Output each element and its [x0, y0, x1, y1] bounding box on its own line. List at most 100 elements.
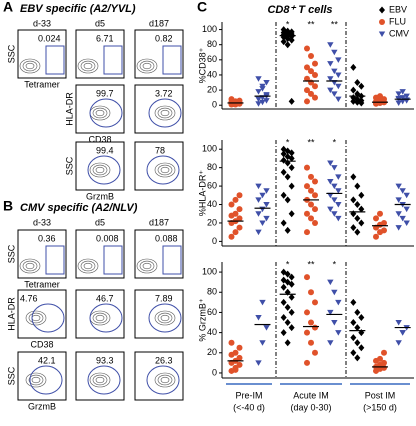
- contour: [157, 164, 173, 176]
- contour: [77, 58, 99, 74]
- dot: [263, 215, 270, 222]
- dot: [350, 86, 357, 94]
- dot: [288, 280, 295, 288]
- contour: [92, 374, 108, 386]
- dot: [288, 210, 295, 218]
- dot: [403, 206, 410, 213]
- significance: **: [331, 19, 339, 29]
- contour: [92, 312, 108, 324]
- dot: [373, 99, 379, 106]
- dot: [308, 90, 314, 97]
- x-axis-label: Tetramer: [24, 279, 60, 289]
- dot: [232, 229, 239, 236]
- y-axis-label: SSC: [6, 244, 16, 263]
- legend-label: EBV: [389, 4, 407, 14]
- contour: [25, 262, 35, 270]
- dot: [377, 93, 383, 100]
- y-axis-label: %HLA-DR⁺: [197, 170, 207, 217]
- contour: [142, 62, 152, 70]
- dot: [403, 192, 410, 199]
- contour: [157, 107, 173, 119]
- dot: [312, 60, 318, 67]
- dot: [259, 220, 266, 226]
- dot: [284, 319, 291, 327]
- significance: **: [307, 137, 315, 147]
- dot: [327, 87, 334, 94]
- column-header: d187: [149, 217, 169, 227]
- gate: [162, 45, 182, 75]
- contours: [77, 258, 99, 274]
- dot: [327, 178, 334, 185]
- dot: [288, 97, 295, 105]
- y-tick-label: 40: [207, 69, 217, 79]
- contour: [139, 260, 155, 272]
- gate: [103, 245, 123, 275]
- dot: [312, 83, 318, 90]
- dot: [280, 156, 287, 164]
- dot: [358, 344, 365, 352]
- contour: [95, 166, 105, 174]
- flow-plot: [134, 351, 184, 401]
- dot: [327, 340, 334, 346]
- gate-value: 26.3: [155, 355, 173, 365]
- dot: [308, 201, 314, 208]
- dot: [255, 183, 262, 190]
- contour: [160, 376, 170, 384]
- contour: [89, 372, 111, 388]
- contours: [19, 58, 41, 74]
- dot: [232, 210, 239, 217]
- dot: [284, 270, 291, 278]
- dot: [308, 68, 314, 75]
- gate: [148, 98, 182, 128]
- column-header: d5: [95, 217, 105, 227]
- dot: [350, 97, 357, 105]
- dot: [228, 99, 235, 106]
- dot: [327, 61, 334, 67]
- contour: [77, 258, 99, 274]
- dot: [304, 329, 310, 336]
- dot: [335, 188, 342, 194]
- dot: [381, 359, 387, 366]
- dot: [335, 96, 342, 103]
- dot: [331, 197, 338, 203]
- contour: [25, 62, 35, 70]
- column-header: d5: [95, 18, 105, 28]
- gate-value: 0.36: [38, 233, 56, 243]
- dot: [331, 211, 338, 217]
- dot: [280, 219, 287, 227]
- dot: [304, 98, 310, 105]
- x-axis-label: CD38: [88, 134, 111, 144]
- gate-value: 0.82: [155, 33, 173, 43]
- dot: [280, 313, 287, 321]
- dot: [280, 168, 287, 176]
- dot: [304, 183, 310, 190]
- dot: [288, 182, 295, 190]
- dot: [288, 164, 295, 172]
- y-axis-label: % GrzmB⁺: [197, 298, 207, 342]
- x-axis-label: GrzmB: [28, 401, 56, 411]
- dot: [312, 206, 318, 213]
- dot: [350, 298, 357, 306]
- dot: [304, 87, 310, 94]
- contour: [25, 310, 47, 326]
- dot: [335, 215, 342, 222]
- significance: *: [286, 19, 290, 29]
- dot: [395, 211, 402, 217]
- dot: [236, 224, 243, 231]
- y-tick-label: 0: [212, 100, 217, 110]
- gate-value: 0.024: [38, 33, 61, 43]
- dot: [236, 354, 243, 361]
- dot: [263, 80, 270, 86]
- dot: [373, 215, 379, 222]
- dot: [255, 211, 262, 217]
- contours: [136, 258, 158, 274]
- y-tick-label: 80: [207, 162, 217, 172]
- dot: [395, 100, 402, 106]
- dot: [399, 95, 406, 101]
- dot: [399, 215, 406, 222]
- dot: [335, 72, 342, 78]
- dot: [236, 344, 243, 351]
- y-axis-label: SSC: [6, 366, 16, 385]
- dot: [308, 289, 314, 296]
